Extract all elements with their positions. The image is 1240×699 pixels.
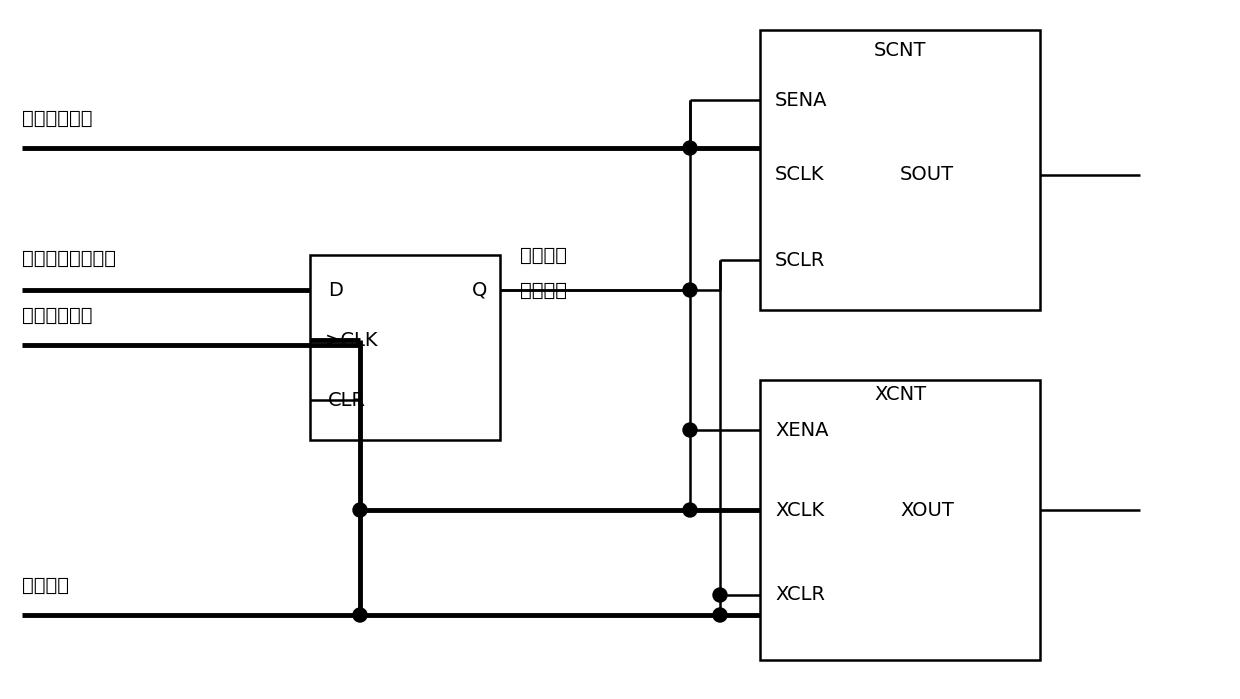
Bar <box>760 380 1040 660</box>
Circle shape <box>353 608 367 622</box>
Text: XCNT: XCNT <box>874 386 926 405</box>
Text: Q: Q <box>472 280 487 299</box>
Text: 控制信号: 控制信号 <box>520 281 567 300</box>
Text: XCLR: XCLR <box>775 586 825 605</box>
Bar <box>760 30 1040 310</box>
Text: XENA: XENA <box>775 421 828 440</box>
Text: >CLK: >CLK <box>325 331 378 350</box>
Circle shape <box>683 423 697 437</box>
Circle shape <box>713 608 727 622</box>
Text: XCLK: XCLK <box>775 500 825 519</box>
Circle shape <box>683 141 697 155</box>
Text: SCLR: SCLR <box>775 250 826 270</box>
Bar <box>310 255 500 440</box>
Text: 实际闸门: 实际闸门 <box>520 246 567 265</box>
Text: CLR: CLR <box>329 391 366 410</box>
Text: 标准时钟信号: 标准时钟信号 <box>22 108 93 127</box>
Text: SCNT: SCNT <box>874 41 926 59</box>
Text: D: D <box>329 280 343 299</box>
Circle shape <box>353 503 367 517</box>
Text: SCLK: SCLK <box>775 166 825 185</box>
Circle shape <box>683 503 697 517</box>
Text: 清零信号: 清零信号 <box>22 575 69 595</box>
Circle shape <box>713 588 727 602</box>
Circle shape <box>683 283 697 297</box>
Text: SENA: SENA <box>775 90 827 110</box>
Text: 输入待测信号: 输入待测信号 <box>22 305 93 324</box>
Text: XOUT: XOUT <box>900 500 954 519</box>
Text: 预置闸门控制信号: 预置闸门控制信号 <box>22 249 117 268</box>
Text: SOUT: SOUT <box>900 166 954 185</box>
